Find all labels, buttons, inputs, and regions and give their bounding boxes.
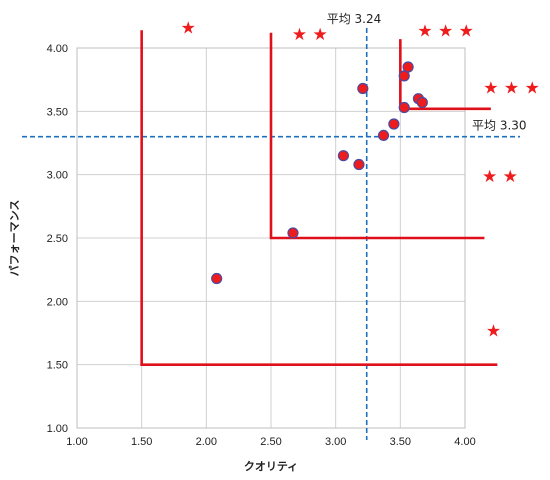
data-point-11 xyxy=(416,96,428,109)
star-annotation-1: ★ ★ xyxy=(292,25,328,45)
data-point-6 xyxy=(388,118,400,130)
x-axis-title: クオリティ xyxy=(244,460,298,473)
tier-boundary-2 xyxy=(269,32,485,240)
y-tick-label-3: 2.50 xyxy=(47,233,68,245)
star-annotation-2: ★ ★ ★ xyxy=(417,21,474,41)
data-point-5 xyxy=(377,129,390,141)
tier-boundary-1 xyxy=(140,30,498,366)
x-tick-label-3: 2.50 xyxy=(260,436,281,448)
star-annotation-3: ★ ★ ★ xyxy=(483,78,540,98)
star-annotation-4: ★ ★ xyxy=(482,167,518,187)
data-points xyxy=(211,61,428,285)
data-point-1 xyxy=(287,227,299,239)
x-tick-label-5: 3.50 xyxy=(390,436,411,448)
x-tick-label-2: 2.00 xyxy=(196,436,217,448)
data-point-7 xyxy=(398,101,410,114)
y-axis-title: パフォーマンス xyxy=(8,200,21,277)
data-point-4 xyxy=(357,82,369,95)
star-annotation-0: ★ xyxy=(181,19,196,39)
x-tick-label-0: 1.00 xyxy=(66,436,87,448)
mean-x-label: 平均 3.24 xyxy=(327,12,382,26)
x-tick-label-1: 1.50 xyxy=(131,436,152,448)
tick-labels: 1.00 1.50 2.00 2.50 3.00 3.50 4.00 1.00 1.50 2.00… xyxy=(47,43,476,448)
data-point-3 xyxy=(353,158,365,171)
x-tick-label-6: 4.00 xyxy=(454,436,475,448)
y-tick-label-4: 3.00 xyxy=(47,170,68,182)
y-tick-label-1: 1.50 xyxy=(47,360,68,372)
star-annotation-5: ★ xyxy=(486,321,501,341)
data-point-2 xyxy=(337,150,350,162)
y-tick-label-6: 4.00 xyxy=(47,43,68,55)
y-tick-label-0: 1.00 xyxy=(47,423,68,435)
star-annotations: ★ ★ ★ ★ ★ ★ ★ ★ ★ ★ ★ ★ xyxy=(181,19,540,342)
labels: クオリティ パフォーマンス 平均 3.24 平均 3.30 xyxy=(8,12,527,473)
y-tick-label-2: 2.00 xyxy=(47,296,68,308)
data-point-9 xyxy=(402,61,414,73)
x-tick-label-4: 3.00 xyxy=(325,436,346,448)
tier-boundaries xyxy=(140,30,498,366)
mean-y-label: 平均 3.30 xyxy=(472,119,527,133)
data-point-0 xyxy=(211,272,223,285)
y-tick-label-5: 3.50 xyxy=(47,106,68,118)
